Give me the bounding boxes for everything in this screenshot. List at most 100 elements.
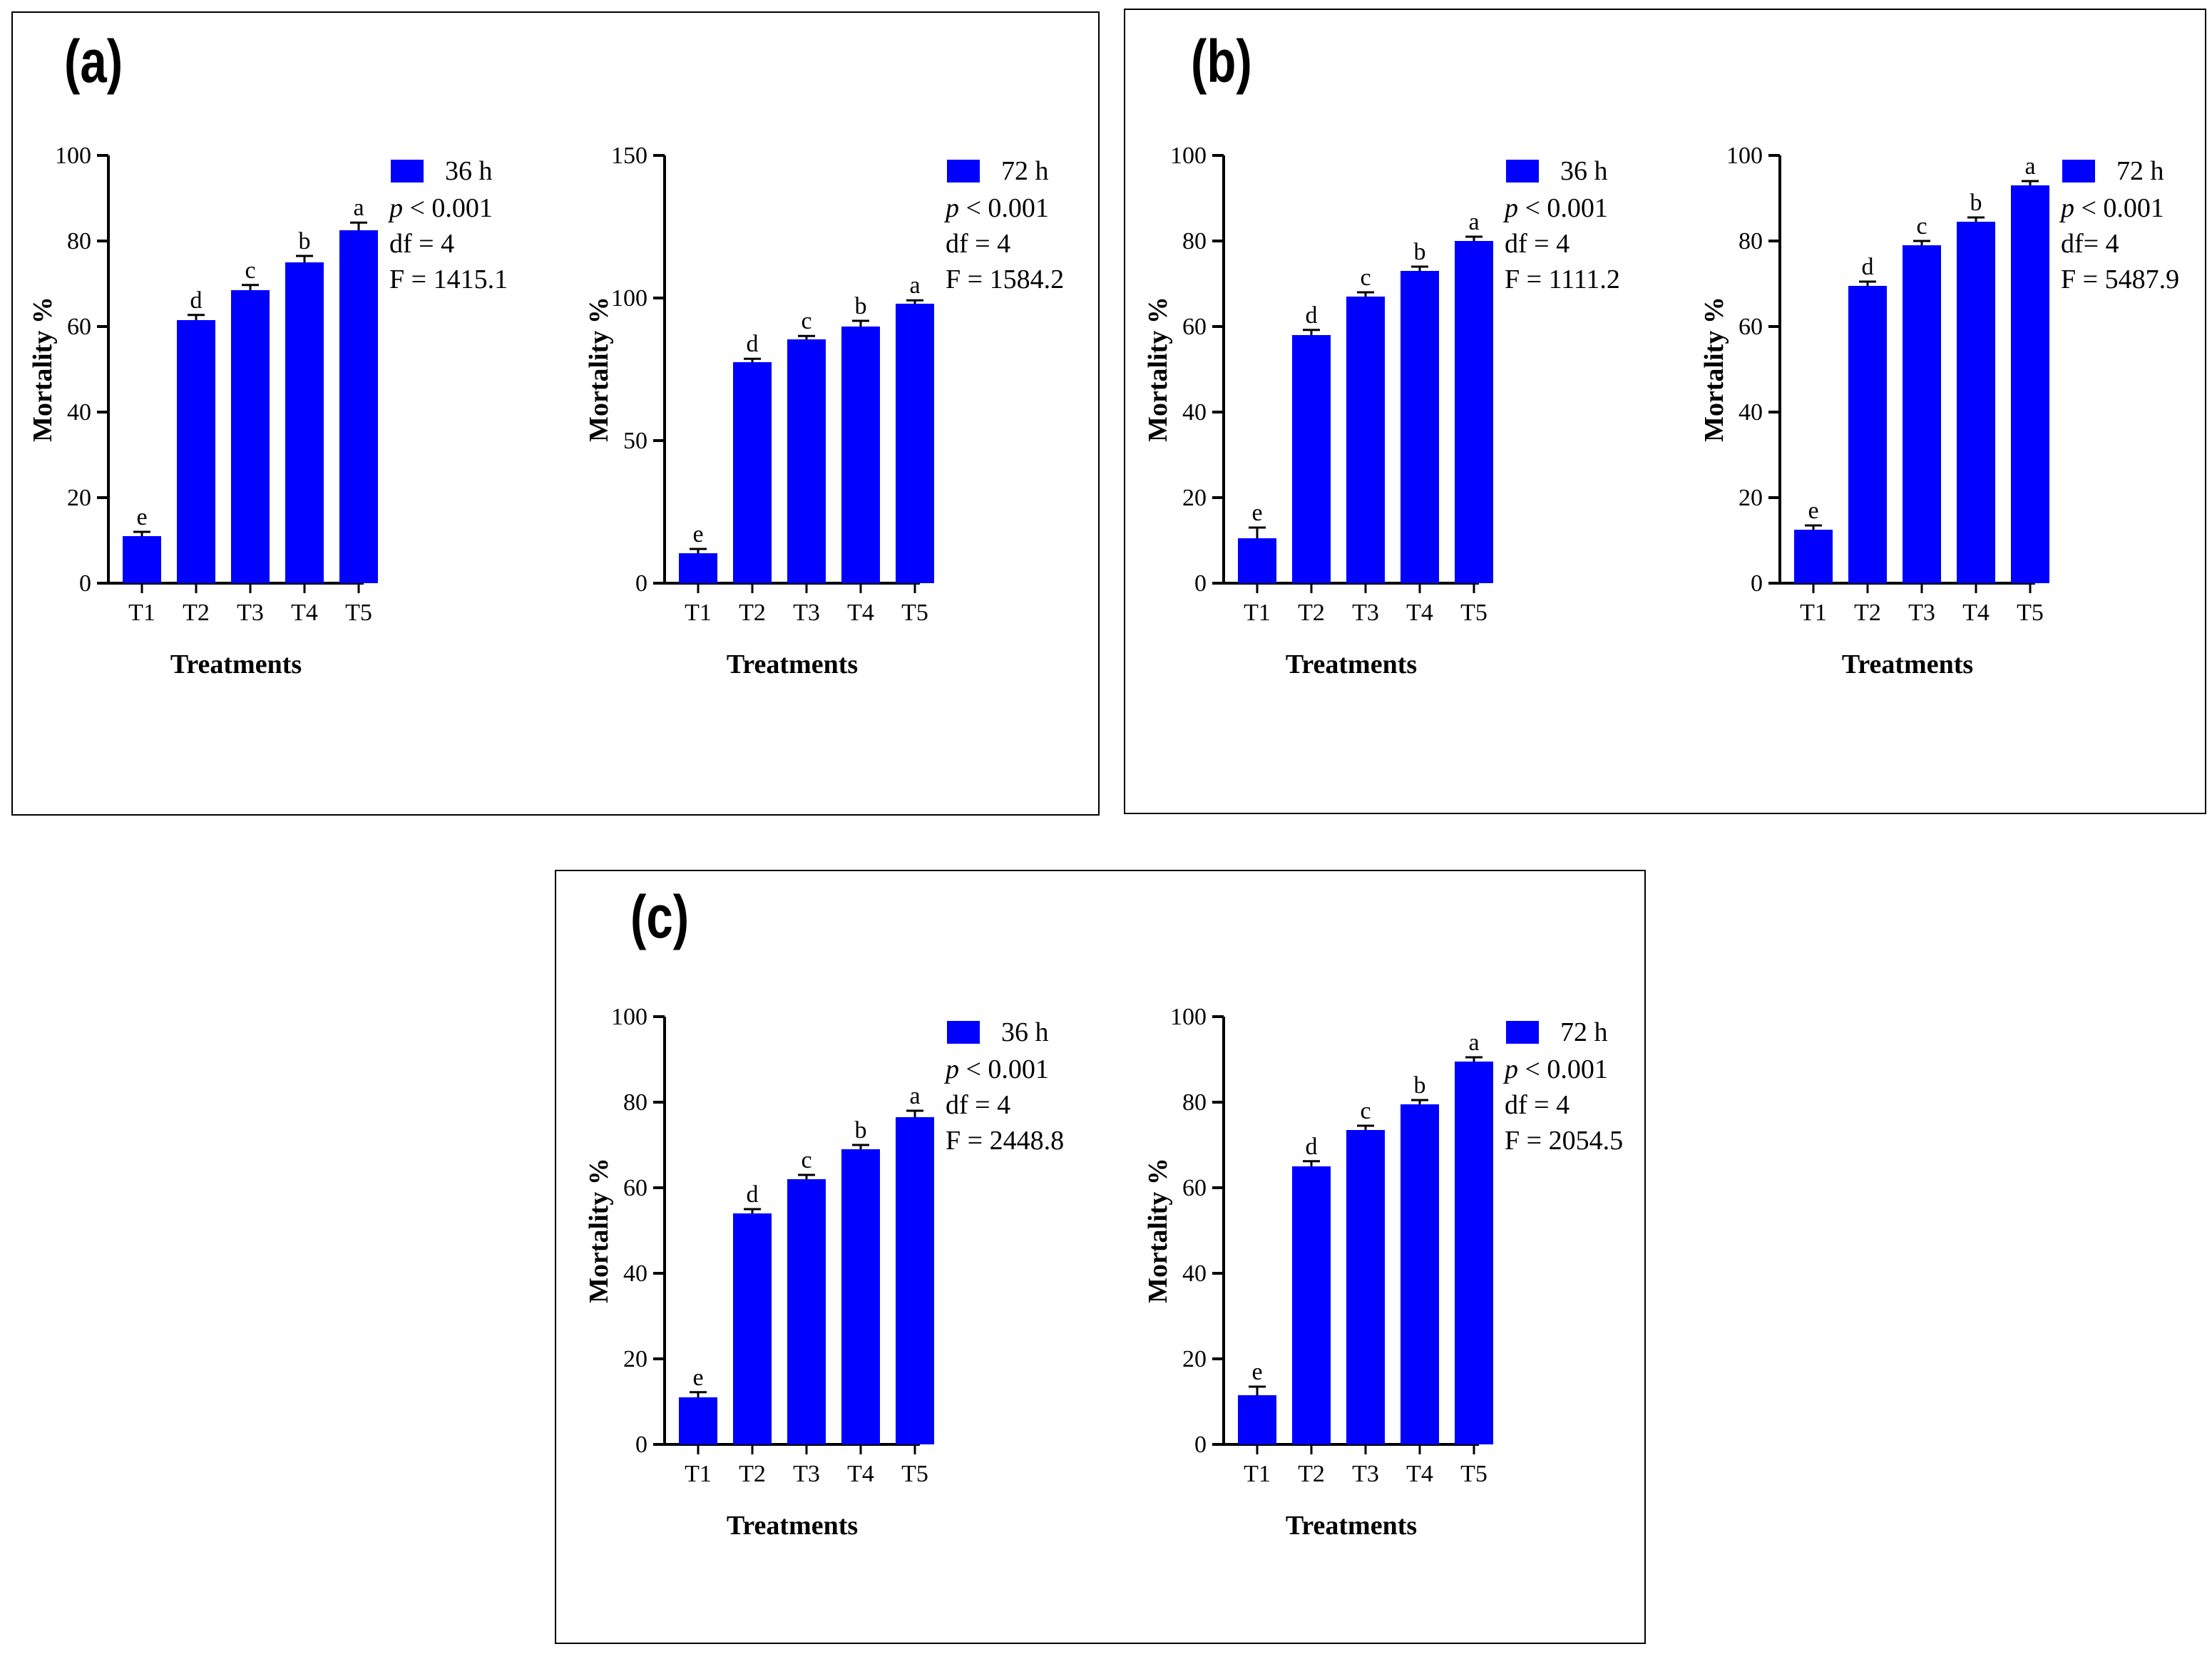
y-tick-label: 80 [1182,228,1207,255]
legend-swatch [947,160,980,183]
y-tick-label: 60 [1182,314,1207,340]
y-tick-label: 40 [1739,399,1763,426]
panel-a-label: (a) [64,28,123,95]
legend-swatch [391,160,424,183]
bar-t5 [1455,1062,1493,1444]
legend-label: 72 h [1560,1017,1608,1047]
legend-label: 36 h [1001,1017,1049,1047]
y-tick-label: 100 [611,1004,647,1030]
x-tick-label: T3 [1352,600,1379,626]
significance-letter: d [747,1181,759,1208]
y-tick-label: 20 [67,485,91,511]
f-statistic-label: F = 5487.9 [2061,264,2179,294]
x-tick-label: T5 [1460,1461,1488,1487]
chart-a-36h: 0 20 40 60 80 100 Mortality % e T1 d T2 c T3 b T4 a T5 Tr… [28,143,508,679]
bar-t4 [1957,222,1995,583]
significance-letter: d [1306,302,1318,329]
df-label: df = 4 [946,1090,1010,1120]
bar-t2 [733,362,772,583]
bar-t3 [787,1179,826,1444]
x-tick-label: T2 [1298,1461,1325,1487]
x-axis-title: Treatments [727,649,858,679]
x-tick-label: T1 [1244,600,1271,626]
p-value: < 0.001 [966,193,1049,223]
x-tick-label: T4 [1962,600,1990,626]
legend-label: 72 h [2116,156,2164,186]
y-tick-label: 60 [1182,1175,1207,1201]
bar-t2 [733,1213,772,1444]
significance-letter: a [909,1083,920,1109]
chart-c-72h: 0 20 40 60 80 100 Mortality % e T1 d T2 c T3 b T4 a T5 Tr… [1143,1004,1623,1541]
df-label: df = 4 [1505,229,1570,259]
bar-t1 [1238,1395,1276,1444]
y-tick-label: 60 [1739,314,1763,340]
x-tick-label: T2 [739,1461,766,1487]
bar-t1 [679,1397,717,1444]
df-label: df= 4 [2061,229,2119,259]
y-axis-title: Mortality % [1699,297,1729,442]
significance-letter: a [2024,153,2035,180]
p-value: < 0.001 [1525,1054,1608,1084]
p-value: < 0.001 [410,193,493,223]
bar-t3 [787,339,826,583]
panel-c-label: (c) [630,883,690,950]
legend-label: 36 h [1560,156,1608,186]
legend-swatch [1506,160,1539,183]
x-tick-label: T1 [685,600,712,626]
chart-b-72h: 0 20 40 60 80 100 Mortality % e T1 d T2 c T3 b T4 a T5 Tr… [1699,143,2179,679]
x-tick-label: T5 [901,1461,928,1487]
x-tick-label: T3 [793,600,820,626]
y-tick-label: 50 [623,428,647,454]
legend-swatch [1506,1021,1539,1044]
y-tick-label: 0 [1751,570,1763,597]
bar-t4 [841,327,880,583]
chart-c-36h: 0 20 40 60 80 100 Mortality % e T1 d T2 c T3 b T4 a T5 Tr… [584,1004,1064,1541]
y-axis-title: Mortality % [584,1158,614,1303]
y-tick-label: 60 [623,1175,647,1201]
x-tick-label: T5 [2017,600,2044,626]
significance-letter: b [1414,1072,1426,1099]
df-label: df = 4 [946,229,1010,259]
p-value-label: p < 0.001 [943,1054,1049,1084]
y-tick-label: 40 [67,399,91,426]
significance-letter: e [1808,498,1818,524]
significance-letter: b [1970,190,1982,216]
x-axis-title: Treatments [727,1511,858,1541]
x-axis-title: Treatments [1286,1511,1417,1541]
y-tick-label: 100 [611,285,647,312]
p-symbol: p [943,193,966,223]
significance-letter: e [1251,500,1262,526]
bar-t2 [1292,1166,1331,1444]
significance-letter: c [801,1147,811,1173]
bar-t5 [1455,241,1493,583]
x-tick-label: T2 [1854,600,1881,626]
p-value: < 0.001 [2082,193,2164,223]
p-value-label: p < 0.001 [1502,1054,1608,1084]
y-tick-label: 150 [611,143,647,169]
p-value: < 0.001 [1525,193,1608,223]
y-tick-label: 20 [1182,1346,1207,1372]
significance-letter: c [245,257,255,284]
legend-swatch [2062,160,2095,183]
x-tick-label: T4 [1406,600,1433,626]
bar-t4 [285,262,324,583]
significance-letter: a [1468,1029,1479,1056]
bar-t5 [339,230,378,583]
legend-label: 72 h [1001,156,1049,186]
bar-t4 [1401,271,1439,583]
y-tick-label: 40 [623,1260,647,1287]
significance-letter: c [801,308,811,334]
x-tick-label: T3 [1352,1461,1379,1487]
significance-letter: e [136,504,147,530]
y-tick-label: 0 [1194,570,1207,597]
x-tick-label: T4 [847,600,874,626]
significance-letter: d [1306,1134,1318,1160]
p-value: < 0.001 [966,1054,1049,1084]
legend-label: 36 h [445,156,493,186]
significance-letter: e [692,1365,703,1391]
chart-b-36h: 0 20 40 60 80 100 Mortality % e T1 d T2 c T3 b T4 a T5 Tr… [1143,143,1620,679]
f-statistic-label: F = 1415.1 [389,264,508,294]
x-tick-label: T5 [901,600,928,626]
p-symbol: p [1502,193,1525,223]
y-tick-label: 60 [67,314,91,340]
